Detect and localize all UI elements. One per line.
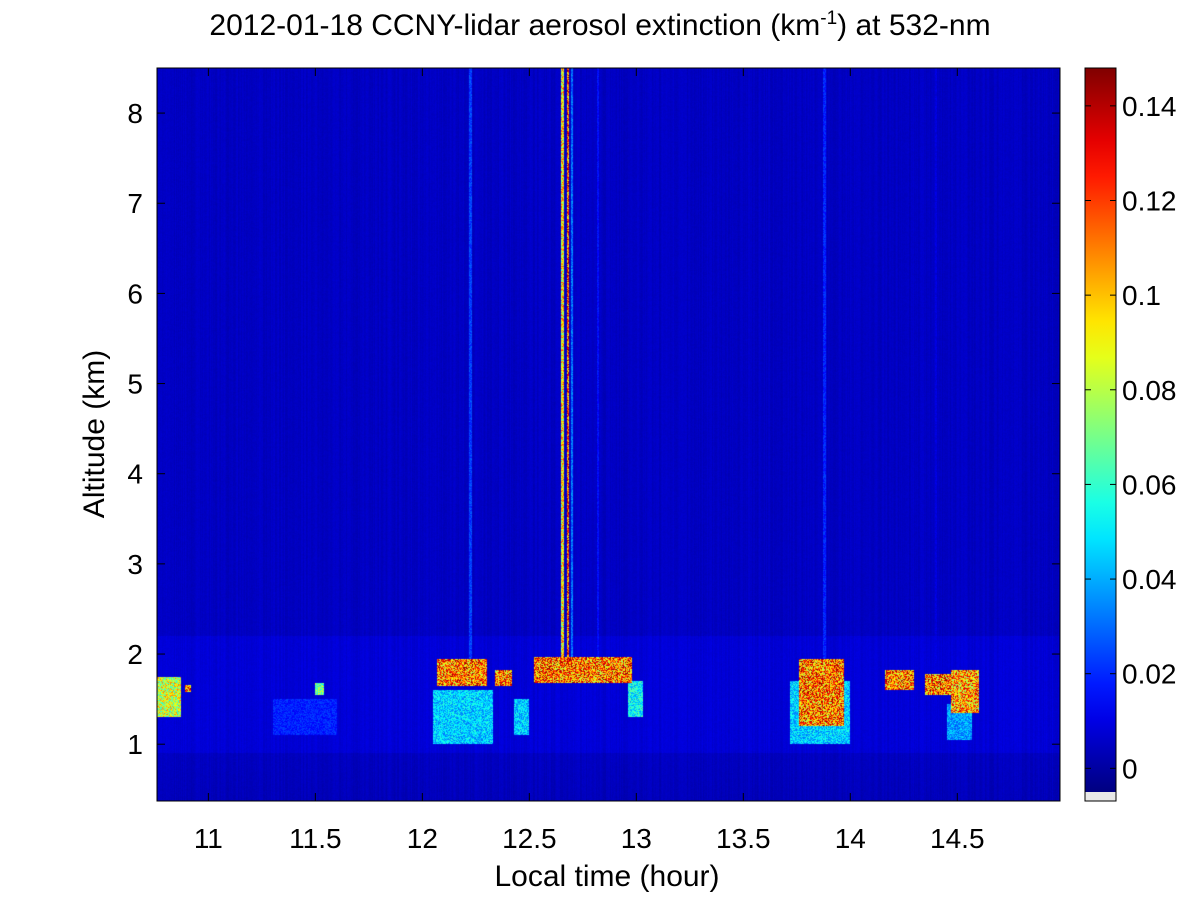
chart-title-superscript: -1: [820, 8, 838, 29]
chart-title: 2012-01-18 CCNY-lidar aerosol extinction…: [0, 8, 1200, 43]
x-tick-label: 14.5: [930, 823, 985, 854]
plot-frame: [156, 67, 1061, 802]
y-tick-label: 2: [127, 639, 143, 670]
x-tick-label: 14: [835, 823, 866, 854]
x-tick-label: 12: [407, 823, 438, 854]
colorbar-tick-label: 0.1: [1122, 280, 1161, 311]
x-axis-label: Local time (hour): [494, 860, 719, 893]
chart-title-end: ) at 532-nm: [837, 9, 991, 42]
y-tick-label: 4: [127, 459, 143, 490]
colorbar-tick-label: 0.04: [1122, 564, 1177, 595]
colorbar-underflow: [1085, 792, 1116, 801]
colorbar-ticks: 0 0.02 0.04 0.06 0.08 0.1 0.12 0.14: [1085, 91, 1177, 784]
x-tick-label: 11.5: [289, 823, 341, 854]
colorbar-tick-label: 0.14: [1122, 91, 1177, 122]
colorbar-tick-label: 0.08: [1122, 375, 1177, 406]
colorbar-tick-label: 0.06: [1122, 469, 1177, 500]
y-tick-label: 5: [127, 369, 143, 400]
x-tick-label: 13: [621, 823, 652, 854]
chart-title-main: 2012-01-18 CCNY-lidar aerosol extinction…: [209, 9, 821, 42]
y-axis: 1 2 3 4 5 6 7 8: [127, 98, 1060, 760]
y-tick-label: 7: [127, 188, 143, 219]
colorbar: [1085, 68, 1116, 792]
y-tick-label: 6: [127, 278, 143, 309]
y-tick-label: 8: [127, 98, 143, 129]
x-tick-label: 11: [194, 823, 223, 854]
x-axis: 11 11.5 12 12.5 13 13.5 14 14.5: [194, 68, 985, 854]
y-tick-label: 3: [127, 549, 143, 580]
x-tick-label: 12.5: [502, 823, 557, 854]
heatmap-canvas: [157, 68, 1060, 801]
y-tick-label: 1: [127, 729, 143, 760]
y-axis-label: Altitude (km): [78, 350, 111, 518]
colorbar-tick-label: 0: [1122, 753, 1138, 784]
colorbar-tick-label: 0.02: [1122, 659, 1177, 690]
x-tick-label: 13.5: [716, 823, 771, 854]
colorbar-tick-label: 0.12: [1122, 185, 1177, 216]
heatmap-area: [157, 68, 1060, 801]
colorbar-frame: [1084, 67, 1117, 802]
